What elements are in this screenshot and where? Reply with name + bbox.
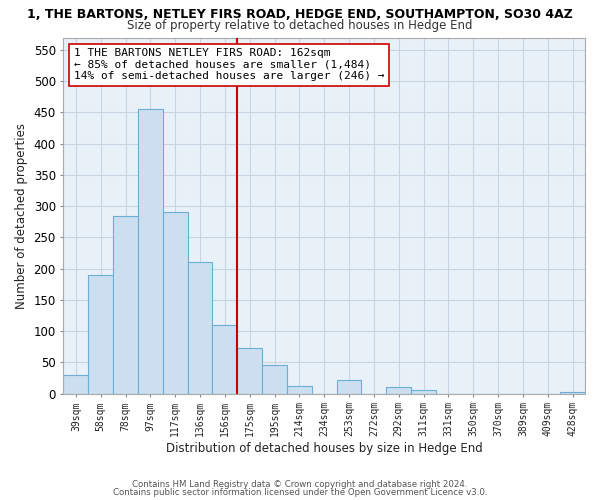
Bar: [64, 375, 88, 394]
Text: Size of property relative to detached houses in Hedge End: Size of property relative to detached ho…: [127, 18, 473, 32]
Bar: [560, 392, 585, 394]
Bar: [113, 216, 138, 394]
Bar: [212, 325, 237, 394]
Y-axis label: Number of detached properties: Number of detached properties: [15, 122, 28, 308]
Bar: [337, 380, 361, 394]
Text: 1 THE BARTONS NETLEY FIRS ROAD: 162sqm
← 85% of detached houses are smaller (1,4: 1 THE BARTONS NETLEY FIRS ROAD: 162sqm ←…: [74, 48, 385, 82]
Text: 1, THE BARTONS, NETLEY FIRS ROAD, HEDGE END, SOUTHAMPTON, SO30 4AZ: 1, THE BARTONS, NETLEY FIRS ROAD, HEDGE …: [27, 8, 573, 20]
Bar: [411, 390, 436, 394]
X-axis label: Distribution of detached houses by size in Hedge End: Distribution of detached houses by size …: [166, 442, 482, 455]
Bar: [188, 262, 212, 394]
Bar: [138, 110, 163, 394]
Bar: [163, 212, 188, 394]
Text: Contains HM Land Registry data © Crown copyright and database right 2024.: Contains HM Land Registry data © Crown c…: [132, 480, 468, 489]
Bar: [237, 348, 262, 394]
Bar: [287, 386, 312, 394]
Bar: [88, 275, 113, 394]
Bar: [386, 388, 411, 394]
Bar: [262, 365, 287, 394]
Text: Contains public sector information licensed under the Open Government Licence v3: Contains public sector information licen…: [113, 488, 487, 497]
